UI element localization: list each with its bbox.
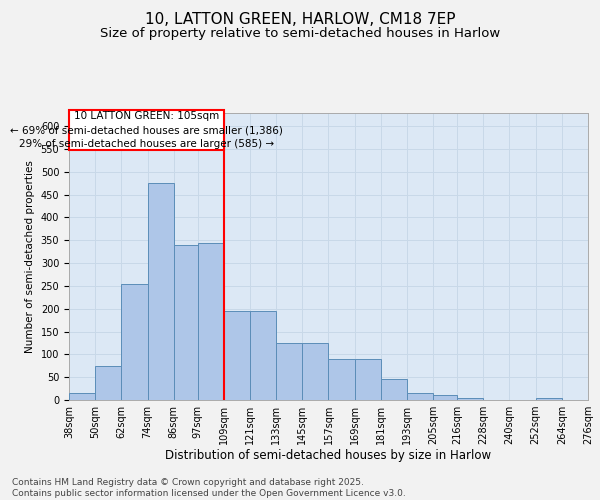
Bar: [407, 393, 433, 400]
Bar: [148, 183, 173, 400]
Bar: [355, 359, 381, 400]
Bar: [302, 343, 329, 400]
Bar: [173, 245, 197, 400]
Text: 10 LATTON GREEN: 105sqm
← 69% of semi-detached houses are smaller (1,386)
29% of: 10 LATTON GREEN: 105sqm ← 69% of semi-de…: [10, 111, 283, 149]
Text: 10, LATTON GREEN, HARLOW, CM18 7EP: 10, LATTON GREEN, HARLOW, CM18 7EP: [145, 12, 455, 28]
Bar: [95, 366, 121, 400]
Bar: [381, 380, 407, 400]
Y-axis label: Number of semi-detached properties: Number of semi-detached properties: [25, 160, 35, 352]
Bar: [250, 311, 276, 400]
Bar: [433, 396, 457, 400]
Bar: [457, 398, 484, 400]
Bar: [276, 343, 302, 400]
X-axis label: Distribution of semi-detached houses by size in Harlow: Distribution of semi-detached houses by …: [166, 448, 491, 462]
Bar: [224, 311, 250, 400]
Text: Contains HM Land Registry data © Crown copyright and database right 2025.
Contai: Contains HM Land Registry data © Crown c…: [12, 478, 406, 498]
Bar: [536, 398, 562, 400]
Bar: [69, 393, 95, 400]
Bar: [121, 284, 148, 400]
Text: Size of property relative to semi-detached houses in Harlow: Size of property relative to semi-detach…: [100, 28, 500, 40]
Bar: [329, 359, 355, 400]
Bar: [197, 242, 224, 400]
FancyBboxPatch shape: [69, 110, 224, 150]
